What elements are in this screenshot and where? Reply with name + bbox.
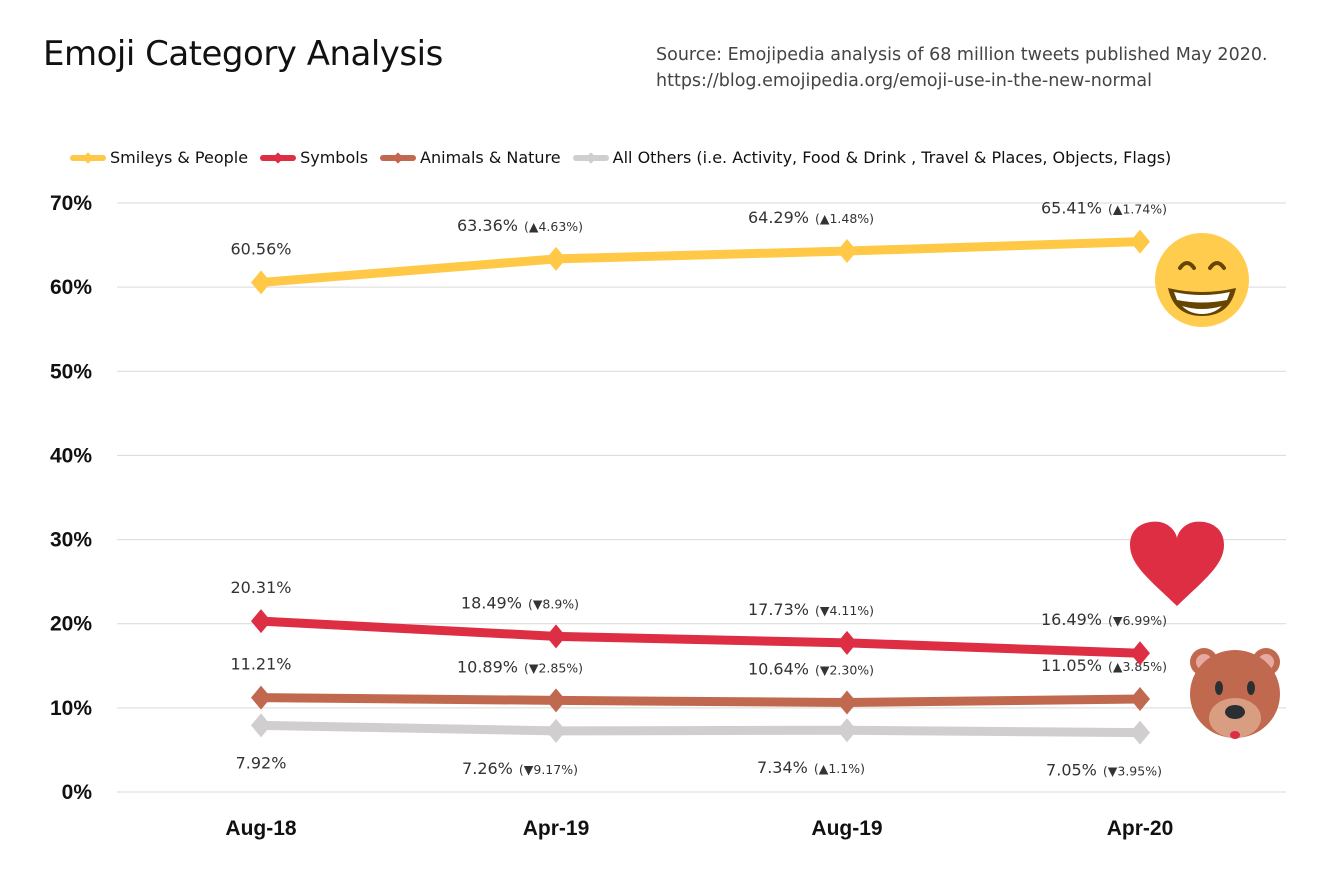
data-point[interactable] — [546, 246, 566, 271]
x-tick-label: Apr-20 — [1107, 817, 1174, 840]
data-point[interactable] — [251, 270, 271, 295]
data-point[interactable] — [251, 609, 271, 634]
legend-label: Animals & Nature — [420, 148, 561, 167]
y-tick-label: 20% — [50, 613, 92, 636]
series-line — [260, 720, 1141, 738]
y-tick-label: 10% — [50, 697, 92, 720]
data-point[interactable] — [1130, 720, 1150, 745]
series-line — [260, 237, 1141, 287]
data-label: 7.92% — [236, 753, 287, 772]
data-label: 11.21% — [230, 655, 291, 674]
legend-item[interactable]: Symbols — [260, 148, 368, 167]
data-label: 63.36% (▲4.63%) — [457, 216, 583, 235]
source-note: Source: Emojipedia analysis of 68 millio… — [656, 42, 1268, 94]
data-label: 11.05% (▲3.85%) — [1041, 656, 1167, 675]
series-line — [260, 693, 1141, 707]
y-tick-label: 50% — [50, 360, 92, 383]
red-heart-icon — [1130, 521, 1224, 606]
data-label: 65.41% (▲1.74%) — [1041, 199, 1167, 218]
data-point[interactable] — [1130, 229, 1150, 254]
data-point[interactable] — [251, 713, 271, 738]
bear-face-icon — [1190, 648, 1280, 739]
series-line — [260, 616, 1141, 658]
legend-label: Symbols — [300, 148, 369, 167]
legend-swatch — [260, 154, 297, 161]
data-label: 10.64% (▼2.30%) — [748, 659, 874, 678]
y-tick-label: 30% — [50, 529, 92, 552]
data-label: 60.56% — [230, 239, 291, 258]
data-point[interactable] — [837, 630, 857, 655]
source-url[interactable]: https://blog.emojipedia.org/emoji-use-in… — [656, 71, 1153, 91]
data-point[interactable] — [546, 718, 566, 743]
legend-item[interactable]: All Others (i.e. Activity, Food & Drink … — [572, 148, 1172, 167]
grinning-face-icon — [1155, 233, 1249, 327]
legend-item[interactable]: Smileys & People — [70, 148, 248, 167]
data-label: 64.29% (▲1.48%) — [748, 208, 874, 227]
data-point[interactable] — [546, 688, 566, 713]
x-tick-label: Aug-19 — [811, 817, 882, 840]
data-point[interactable] — [837, 718, 857, 743]
legend-label: Smileys & People — [110, 148, 249, 167]
legend-item[interactable]: Animals & Nature — [380, 148, 561, 167]
y-tick-label: 60% — [50, 276, 92, 299]
legend-swatch — [70, 154, 106, 161]
legend-swatch — [572, 154, 609, 161]
data-label: 17.73% (▼4.11%) — [748, 600, 874, 619]
data-label: 7.34% (▲1.1%) — [757, 758, 865, 777]
data-point[interactable] — [837, 690, 857, 715]
y-tick-label: 40% — [50, 444, 92, 467]
legend: Smileys & People Symbols Animals & Nature A… — [70, 148, 1171, 167]
data-point[interactable] — [837, 239, 857, 264]
x-tick-label: Apr-19 — [523, 817, 590, 840]
data-label: 7.26% (▼9.17%) — [462, 759, 578, 778]
chart-title: Emoji Category Analysis — [43, 34, 443, 74]
legend-swatch — [380, 154, 417, 161]
data-point[interactable] — [1130, 641, 1150, 666]
data-point[interactable] — [546, 624, 566, 649]
legend-label: All Others (i.e. Activity, Food & Drink … — [612, 148, 1172, 167]
y-tick-label: 0% — [62, 781, 93, 804]
data-label: 10.89% (▼2.85%) — [457, 657, 583, 676]
data-label: 18.49% (▼8.9%) — [461, 593, 579, 612]
x-tick-label: Aug-18 — [225, 817, 296, 840]
data-point[interactable] — [1130, 687, 1150, 712]
data-label: 16.49% (▼6.99%) — [1041, 610, 1167, 629]
data-label: 20.31% — [230, 578, 291, 597]
data-point[interactable] — [251, 685, 271, 710]
y-tick-label: 70% — [50, 192, 92, 215]
data-label: 7.05% (▼3.95%) — [1046, 761, 1162, 780]
source-text: Source: Emojipedia analysis of 68 millio… — [656, 45, 1268, 65]
